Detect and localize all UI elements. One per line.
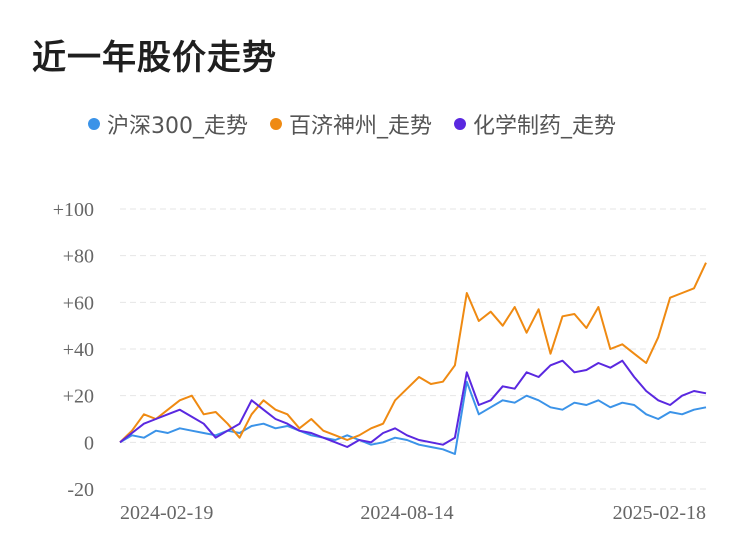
legend-dot-beigene bbox=[270, 118, 282, 130]
series-line-beigene bbox=[119, 262, 707, 444]
chart-legend: 沪深300_走势 百济神州_走势 化学制药_走势 bbox=[88, 109, 638, 139]
y-tick-label: 0 bbox=[84, 432, 94, 454]
x-axis-ticks: 2024-02-19 2024-08-14 2025-02-18 bbox=[120, 502, 706, 524]
y-tick-label: +40 bbox=[63, 339, 94, 361]
series-lines bbox=[119, 262, 707, 455]
grid-lines bbox=[120, 208, 706, 490]
y-tick-label: +100 bbox=[53, 199, 94, 221]
y-tick-label: +60 bbox=[63, 292, 94, 314]
x-tick-label: 2024-02-19 bbox=[120, 502, 213, 524]
y-axis-ticks: +100 +80 +60 +40 +20 0 -20 bbox=[53, 199, 94, 501]
legend-dot-hs300 bbox=[88, 118, 100, 130]
y-tick-label: +80 bbox=[63, 246, 94, 268]
legend-dot-chem-pharma bbox=[454, 118, 467, 130]
series-line-hs300 bbox=[119, 380, 707, 455]
legend-item-hs300[interactable]: 沪深300_走势 bbox=[88, 108, 248, 140]
legend-item-chem-pharma[interactable]: 化学制药_走势 bbox=[454, 108, 616, 140]
legend-label-hs300: 沪深300_走势 bbox=[107, 114, 248, 139]
legend-label-chem-pharma: 化学制药_走势 bbox=[473, 114, 617, 139]
x-tick-label: 2024-08-14 bbox=[360, 502, 453, 524]
legend-item-beigene[interactable]: 百济神州_走势 bbox=[270, 108, 432, 140]
y-tick-label: +20 bbox=[63, 386, 94, 408]
y-tick-label: -20 bbox=[67, 479, 94, 501]
legend-label-beigene: 百济神州_走势 bbox=[289, 114, 433, 139]
series-line-chem-pharma bbox=[119, 359, 707, 448]
x-tick-label: 2025-02-18 bbox=[613, 502, 706, 524]
chart-title: 近一年股价走势 bbox=[32, 38, 277, 78]
